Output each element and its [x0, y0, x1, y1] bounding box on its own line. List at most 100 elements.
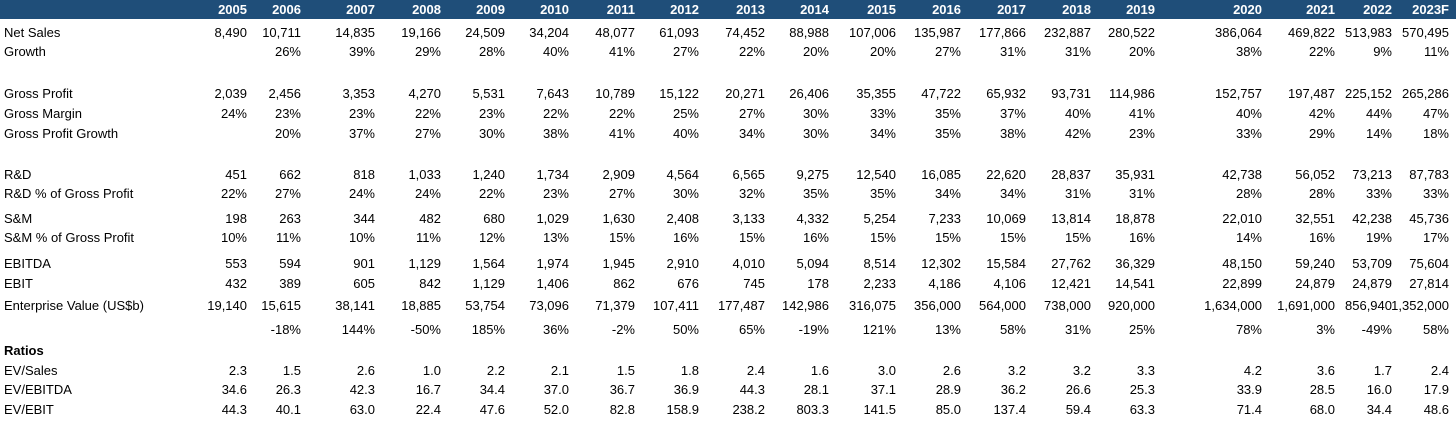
- data-cell: 1,352,000: [1391, 298, 1449, 313]
- data-cell: 28%: [1235, 186, 1262, 201]
- data-cell: 85.0: [935, 402, 961, 417]
- data-cell: 30%: [802, 126, 829, 141]
- data-cell: 34%: [999, 186, 1026, 201]
- data-cell: 18%: [1422, 126, 1449, 141]
- data-cell: 37.1: [870, 382, 896, 397]
- year-header-cell: 2009: [476, 2, 505, 17]
- data-cell: -19%: [798, 322, 829, 337]
- data-cell: 29%: [414, 44, 441, 59]
- data-cell: 41%: [1128, 106, 1155, 121]
- data-cell: 40%: [1064, 106, 1091, 121]
- data-cell: 280,522: [1108, 25, 1155, 40]
- year-header-cell: 2006: [272, 2, 301, 17]
- data-cell: 22,620: [986, 167, 1026, 182]
- data-cell: 901: [353, 256, 375, 271]
- data-cell: 58%: [999, 322, 1026, 337]
- data-cell: 41%: [608, 44, 635, 59]
- data-cell: [629, 341, 699, 360]
- data-cell: 26.3: [275, 382, 301, 397]
- gross-margin-row: Gross Margin 24% 23% 23% 22% 23% 22% 22% 25% 27% 3…: [0, 104, 1456, 123]
- data-cell: 15%: [934, 230, 961, 245]
- data-cell: 121%: [862, 322, 896, 337]
- data-cell: 5,531: [472, 86, 505, 101]
- data-cell: 78%: [1235, 322, 1262, 337]
- data-cell: 65%: [738, 322, 765, 337]
- data-cell: 2,456: [268, 86, 301, 101]
- year-header-row: 2005 2006 2007 2008 2009 2010 2011 2012 2013 2014…: [0, 0, 1456, 19]
- data-cell: 15%: [1064, 230, 1091, 245]
- data-cell: 107,411: [652, 298, 699, 313]
- data-cell: 31%: [1064, 44, 1091, 59]
- data-cell: 2,910: [666, 256, 699, 271]
- net-sales-row: Net Sales 8,490 10,711 14,835 19,166 24,509 34…: [0, 23, 1456, 42]
- data-cell: 2,408: [666, 211, 699, 226]
- ebit-row: EBIT 432 389 605 842 1,129 1,406 862 676 745 178 2,…: [0, 274, 1456, 293]
- data-cell: 570,495: [1402, 25, 1449, 40]
- data-cell: 40%: [1235, 106, 1262, 121]
- year-header-cell: 2012: [670, 2, 699, 17]
- data-cell: 8,490: [214, 25, 247, 40]
- data-cell: 16,085: [921, 167, 961, 182]
- data-cell: 42,238: [1352, 211, 1392, 226]
- data-cell: 178: [807, 276, 829, 291]
- rnd-row: R&D 451 662 818 1,033 1,240 1,734 2,909 4,564 6,5…: [0, 165, 1456, 184]
- data-cell: 451: [225, 167, 247, 182]
- data-cell: 1,691,000: [1277, 298, 1335, 313]
- data-cell: 28%: [1308, 186, 1335, 201]
- data-cell: 11%: [275, 230, 301, 245]
- data-cell: [891, 341, 961, 360]
- data-cell: 13,814: [1051, 211, 1091, 226]
- data-cell: 265,286: [1402, 86, 1449, 101]
- data-cell: 3.0: [877, 363, 896, 378]
- data-cell: 3.3: [1136, 363, 1155, 378]
- data-cell: 676: [677, 276, 699, 291]
- data-cell: 9%: [1373, 44, 1392, 59]
- data-cell: 862: [613, 276, 635, 291]
- row-label: EBITDA: [4, 256, 51, 271]
- data-cell: 198: [225, 211, 247, 226]
- data-cell: 1,129: [472, 276, 505, 291]
- data-cell: 34%: [869, 126, 896, 141]
- data-cell: 44%: [1365, 106, 1392, 121]
- data-cell: 1.6: [810, 363, 829, 378]
- row-label: Growth: [4, 44, 46, 59]
- data-cell: 2.6: [942, 363, 961, 378]
- data-cell: 42%: [1308, 106, 1335, 121]
- data-cell: 13%: [934, 322, 961, 337]
- data-cell: 19%: [1365, 230, 1392, 245]
- data-cell: 23%: [348, 106, 375, 121]
- data-cell: 27,762: [1051, 256, 1091, 271]
- data-cell: 45,736: [1409, 211, 1449, 226]
- year-header-cell: 2011: [606, 2, 635, 17]
- data-cell: 53,754: [465, 298, 505, 313]
- data-cell: 238.2: [732, 402, 765, 417]
- data-cell: 386,064: [1215, 25, 1262, 40]
- data-cell: 1.5: [616, 363, 635, 378]
- data-cell: 1,974: [536, 256, 569, 271]
- data-cell: 1,630: [602, 211, 635, 226]
- data-cell: 36,329: [1115, 256, 1155, 271]
- year-header-cell: 2017: [997, 2, 1026, 17]
- data-cell: 33%: [869, 106, 896, 121]
- data-cell: 662: [279, 167, 301, 182]
- year-header-cell: 2007: [346, 2, 375, 17]
- data-cell: 18,885: [401, 298, 441, 313]
- data-cell: 920,000: [1108, 298, 1155, 313]
- data-cell: 1,240: [472, 167, 505, 182]
- data-cell: 158.9: [666, 402, 699, 417]
- data-cell: 8,514: [863, 256, 896, 271]
- data-cell: 47,722: [921, 86, 961, 101]
- data-cell: 38%: [999, 126, 1026, 141]
- year-header-cell: 2014: [800, 2, 829, 17]
- data-cell: 34,204: [529, 25, 569, 40]
- data-cell: 33%: [1422, 186, 1449, 201]
- data-cell: 2,909: [602, 167, 635, 182]
- data-cell: 25.3: [1129, 382, 1155, 397]
- data-cell: 16%: [802, 230, 829, 245]
- data-cell: 4,010: [732, 256, 765, 271]
- year-header-cell: 2008: [412, 2, 441, 17]
- data-cell: 33.9: [1236, 382, 1262, 397]
- data-cell: 594: [279, 256, 301, 271]
- data-cell: 4,332: [796, 211, 829, 226]
- data-cell: 15%: [608, 230, 635, 245]
